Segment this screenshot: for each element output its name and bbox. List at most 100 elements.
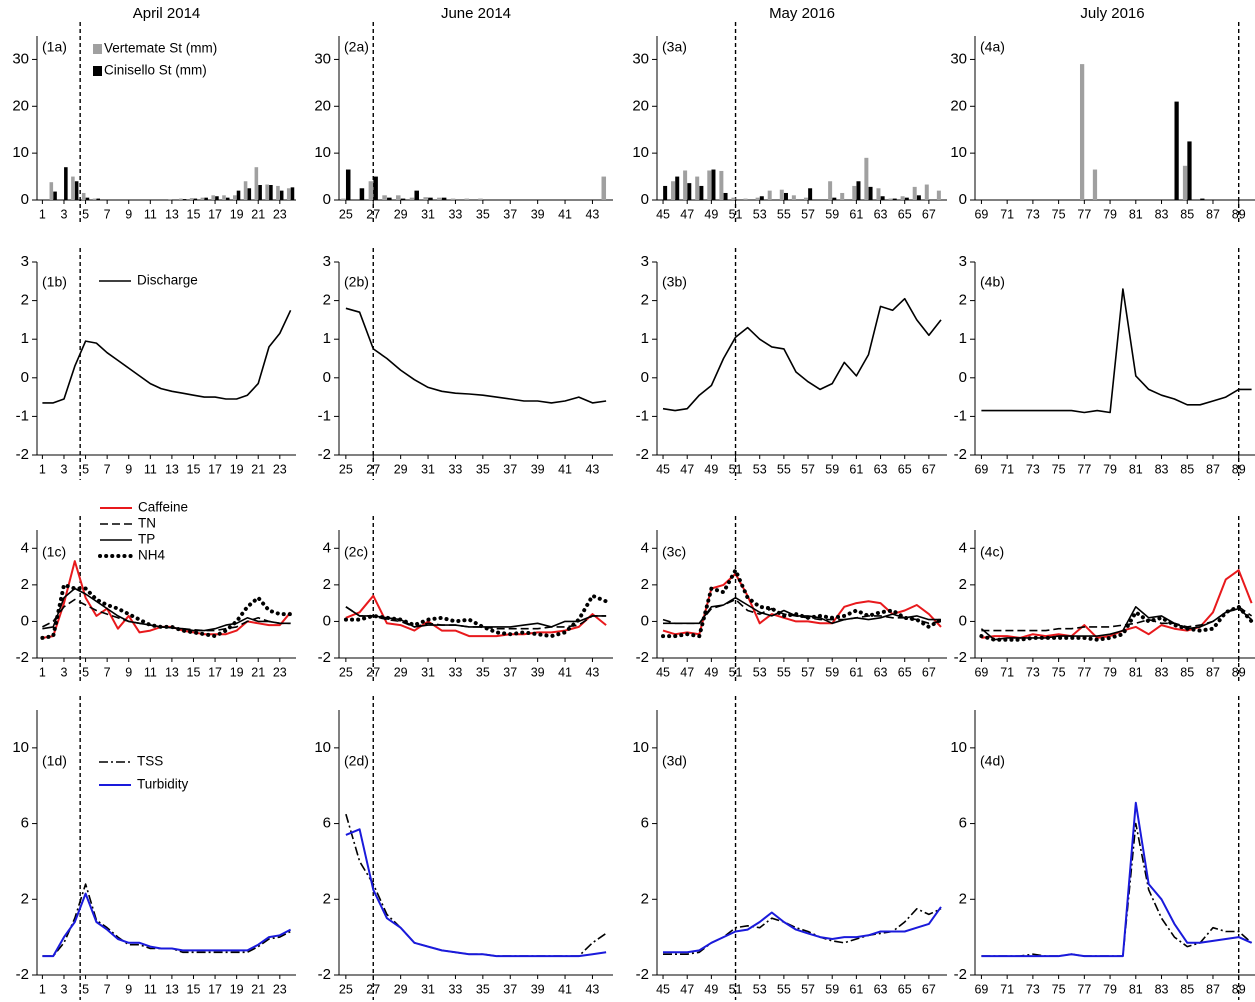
panel-label: (1c) [42,544,66,560]
x-tick-label: 47 [680,982,694,996]
bar [359,188,365,200]
x-tick-label: 31 [421,207,435,221]
panel-label: (3c) [662,544,686,560]
bar [743,198,748,200]
bar [699,185,704,200]
x-tick-label: 25 [339,207,353,221]
x-tick-label: 31 [421,982,435,996]
x-tick-label: 73 [1026,982,1040,996]
x-tick-label: 45 [656,207,670,221]
legend-label: Caffeine [138,500,188,515]
bar [225,197,230,200]
x-tick-label: 13 [165,207,179,221]
x-tick-label: 67 [922,462,936,476]
bar [382,195,387,200]
x-tick-label: 11 [144,982,157,996]
y-tick-label: 30 [950,50,967,67]
bar [663,185,668,200]
x-tick-label: 55 [777,982,791,996]
y-tick-label: 0 [641,612,649,629]
bar [759,196,764,200]
x-tick-label: 75 [1052,207,1066,221]
bar [876,188,881,200]
data-line [42,892,292,958]
y-tick-label: 2 [21,890,29,907]
bar [74,181,79,200]
bar [683,170,688,200]
bar [675,176,680,200]
legend-label: TSS [137,754,163,769]
x-tick-label: 77 [1077,207,1091,221]
x-tick-label: 63 [874,207,888,221]
y-tick-label: -2 [16,966,29,983]
x-tick-label: 17 [208,665,222,679]
panel-label: (1d) [42,753,67,769]
bar [232,195,237,200]
data-line [981,569,1253,639]
bar [1092,169,1098,200]
data-line [662,572,942,636]
x-tick-label: 47 [680,207,694,221]
x-tick-label: 39 [531,982,545,996]
y-tick-label: 10 [314,739,331,756]
x-tick-label: 61 [849,462,863,476]
bar [387,197,392,200]
bar [671,181,676,200]
bar [936,190,941,200]
x-tick-label: 43 [585,982,599,996]
y-tick-label: -1 [954,407,967,424]
panel-label: (3d) [662,753,687,769]
x-tick-label: 17 [208,207,222,221]
bar [1174,101,1179,200]
x-tick-label: 17 [208,982,222,996]
x-tick-label: 29 [394,462,408,476]
x-tick-label: 77 [1077,982,1091,996]
bar [864,157,869,200]
bar [64,167,68,200]
x-tick-label: 71 [1000,982,1014,996]
x-tick-label: 61 [849,982,863,996]
x-tick-label: 7 [104,207,111,221]
legend-label: Turbidity [137,777,189,792]
y-tick-label: 0 [21,191,29,208]
bar [423,197,428,200]
y-tick-label: -2 [636,446,649,463]
bar [601,176,607,200]
x-tick-label: 51 [729,982,743,996]
legend-label: NH4 [138,548,165,563]
x-tick-label: 29 [394,982,408,996]
column-title: May 2016 [769,5,835,22]
x-tick-label: 45 [656,462,670,476]
x-tick-label: 27 [366,462,380,476]
y-tick-label: 10 [950,144,967,161]
x-tick-label: 5 [82,982,89,996]
x-tick-label: 39 [531,462,545,476]
bar [200,197,205,200]
x-tick-label: 89 [1232,462,1246,476]
bar [464,198,470,200]
data-line [981,288,1252,414]
x-tick-label: 7 [104,982,111,996]
y-tick-label: 0 [21,612,29,629]
bar [912,186,917,200]
data-line [345,828,607,958]
bar [189,198,194,200]
x-tick-label: 33 [448,207,462,221]
x-tick-label: 39 [531,207,545,221]
bar [868,186,873,200]
x-tick-label: 83 [1155,665,1169,679]
x-tick-label: 19 [230,462,244,476]
data-line [980,606,1253,641]
panel-label: (1a) [42,39,67,55]
x-tick-label: 23 [273,462,287,476]
x-tick-label: 83 [1155,207,1169,221]
y-tick-label: -1 [318,407,331,424]
data-line [345,594,607,638]
x-tick-label: 41 [558,462,572,476]
bar [179,198,183,200]
x-tick-label: 21 [251,982,265,996]
y-tick-label: -2 [636,966,649,983]
x-tick-label: 47 [680,665,694,679]
column-title: April 2014 [133,5,201,22]
